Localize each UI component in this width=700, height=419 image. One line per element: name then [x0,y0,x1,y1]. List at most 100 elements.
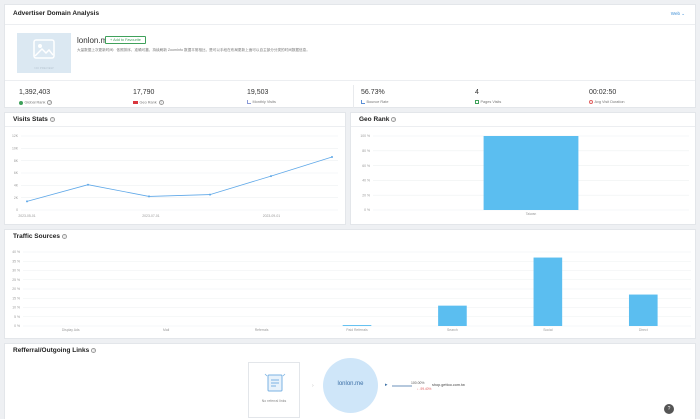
arrow-right-icon: › [312,383,314,389]
metric-label: Geo Rank [139,100,157,105]
help-icon[interactable]: ? [47,100,53,105]
y-tick-label: 0 % [364,208,370,212]
outgoing-percent: 100.00% [411,381,425,385]
page-title: Advertiser Domain Analysis [13,10,100,17]
visits-point [331,155,333,158]
visits-stats-card: Visits Stats? 12K 10K 8K 6K 4K 2K 0 2023-05-01 2… [4,112,346,225]
center-domain-label: lonlon.me [337,381,364,387]
x-tick-label: Taiwan [526,212,537,216]
metric-bounce-rate: 56.73% Bounce Rate [355,81,465,112]
traffic-bar [533,257,563,326]
section-title: Traffic Sources [13,233,60,240]
domain-description: 大量数据上次更新时间：依照排序，准确可靠，持续刷新 ZoomInfo 数据平常相… [77,48,310,52]
section-title: Geo Rank [359,116,390,123]
visits-point [270,175,272,178]
metric-value: 00:02:50 [589,89,617,96]
x-tick-label: 2023-07-01 [142,214,159,218]
help-icon[interactable]: ? [61,233,67,239]
y-tick-label: 0 [16,208,18,212]
card-header: Advertiser Domain Analysis Web ⌄ [5,5,695,25]
help-icon[interactable]: ? [49,116,55,122]
metric-label: Bounce Rate [366,100,389,104]
help-icon[interactable]: ? [158,100,164,105]
chevron-down-icon: ⌄ [681,11,685,16]
metric-label: Global Rank [24,100,46,105]
y-tick-label: 15 % [12,296,20,300]
y-tick-label: 100 % [360,134,370,138]
center-domain-circle: lonlon.me [323,358,378,413]
x-tick-label: Mail [163,328,169,332]
visits-point [87,183,89,186]
y-tick-label: 25 % [12,278,20,282]
y-tick-label: 0 % [14,324,20,328]
no-referral-label: No referral links [261,399,287,403]
y-tick-label: 80 % [362,149,370,153]
y-tick-label: 6K [14,171,19,175]
geo-bar [483,136,579,210]
y-tick-label: 60 % [362,164,370,168]
x-tick-label: Social [543,328,552,332]
domain-logo-placeholder: NO PREVIEW [17,33,71,73]
outgoing-domain-link[interactable]: shop.gettoo.com.tw [432,383,465,387]
metric-geo-rank: 17,790 Geo Rank? [127,81,237,112]
globe-icon [19,100,23,105]
web-dropdown-label: Web [670,11,680,16]
x-tick-label: 2023-05-01 [18,214,35,218]
card-header: Refferral/Outgoing Links? [5,344,695,358]
outgoing-delta: ↓ -99.40% [417,387,432,391]
traffic-bar [342,325,372,326]
y-tick-label: 40 % [362,179,370,183]
metric-monthly-visits: 19,503 Monthly Visits [241,81,351,112]
outgoing-link-line [392,385,412,387]
y-tick-label: 10K [12,147,19,151]
flag-icon [133,101,138,104]
section-title: Visits Stats [13,116,48,123]
bounce-icon [361,100,365,104]
pages-icon [475,100,479,104]
help-icon[interactable]: ? [91,347,97,353]
metric-pages-visits: 4 Pages Visits [469,81,579,112]
visits-line [26,156,333,202]
metric-value: 19,503 [247,89,269,96]
chart-icon [247,100,251,104]
clock-icon [589,100,593,104]
domain-name: lonlon.me [77,36,112,45]
y-tick-label: 12K [12,134,19,138]
help-icon[interactable]: ? [391,116,397,122]
domain-overview-card: Advertiser Domain Analysis Web ⌄ NO PREV… [4,4,696,108]
image-placeholder-icon [33,39,55,59]
card-header: Geo Rank? [351,113,695,127]
y-tick-label: 2K [14,196,19,200]
metric-value: 56.73% [361,89,385,96]
metric-avg-duration: 00:02:50 Avg Visit Duration [583,81,693,112]
x-tick-label: Display Ads [62,328,80,332]
metric-label: Pages Visits [480,100,502,104]
metric-global-rank: 1,392,403 Global Rank? [13,81,123,112]
geo-rank-card: Geo Rank? 100 % 80 % 60 % 40 % 20 % 0 % Taiwan [350,112,696,225]
divider [353,85,354,108]
card-header: Visits Stats? [5,113,345,127]
x-tick-label: Paid Referrals [346,328,368,332]
traffic-bar [438,305,467,326]
help-float-button[interactable]: ? [664,404,674,414]
visits-point [26,200,28,203]
y-tick-label: 5 % [14,315,20,319]
web-dropdown[interactable]: Web ⌄ [671,11,685,17]
metric-value: 17,790 [133,89,155,96]
add-favourite-button[interactable]: + Add to Favourite [105,36,146,44]
metric-value: 4 [475,89,479,96]
metric-label: Avg Visit Duration [594,100,625,104]
x-tick-label: Referrals [255,328,269,332]
arrow-right-icon: ▸ [385,382,388,388]
document-icon [264,373,286,392]
metric-label: Monthly Visits [252,100,276,104]
metrics-row: 1,392,403 Global Rank? 17,790 Geo Rank? … [5,80,695,111]
visits-point [209,193,211,196]
referral-empty-box: No referral links [248,362,300,418]
metric-value: 1,392,403 [19,89,51,96]
y-tick-label: 30 % [12,269,20,273]
section-title: Refferral/Outgoing Links [13,347,90,354]
x-tick-label: Direct [639,328,648,332]
traffic-sources-bar-chart: 40 % 35 % 30 % 25 % 20 % 15 % 10 % 5 % 0 % Displa… [12,250,691,332]
